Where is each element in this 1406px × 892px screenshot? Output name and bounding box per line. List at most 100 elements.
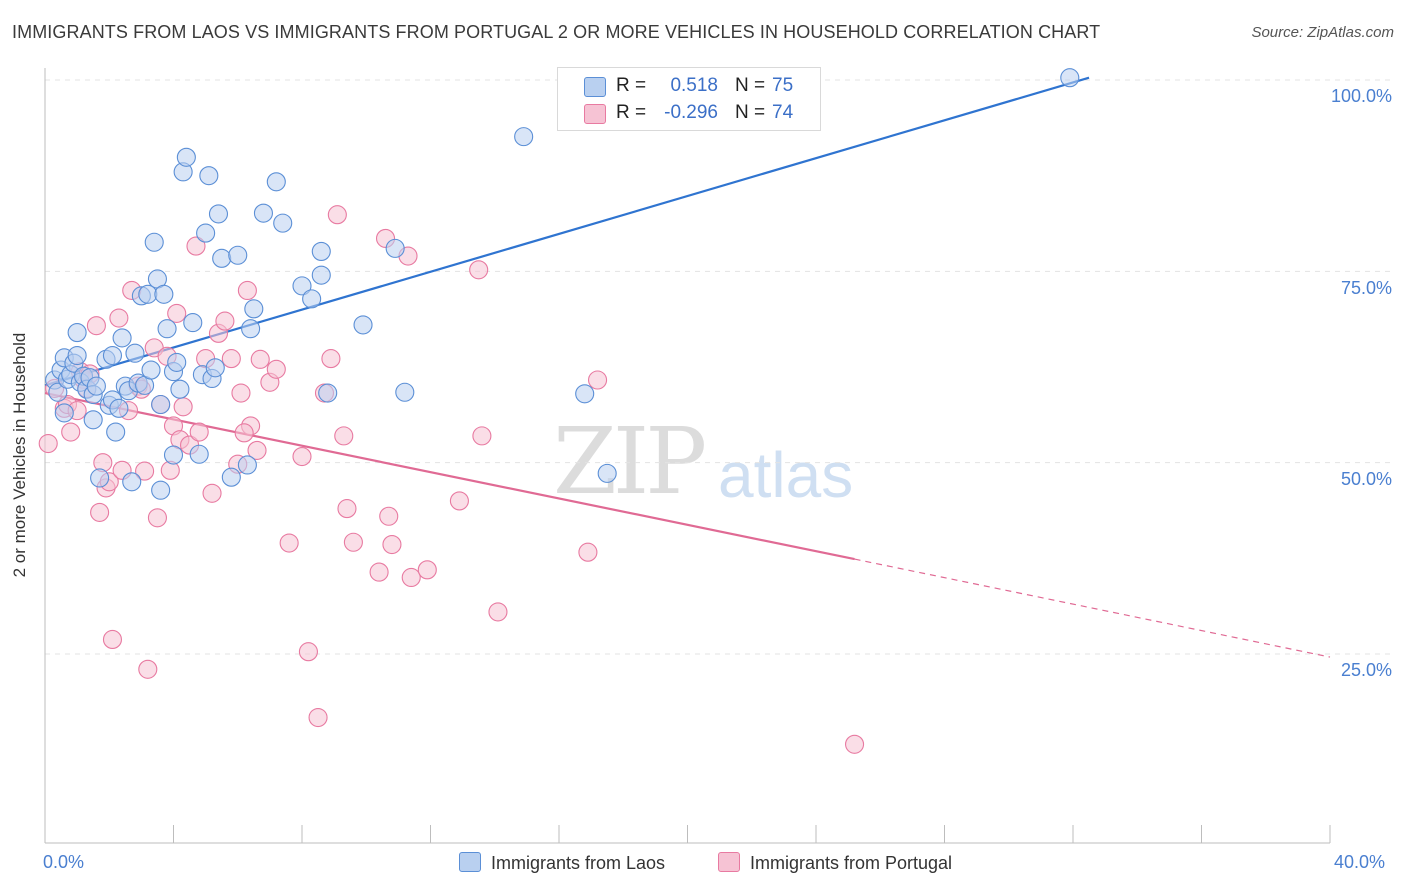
portugal-point-10 [86,316,106,336]
legend-item-laos[interactable]: Immigrants from Laos [459,852,665,874]
portugal-point-22 [135,461,155,481]
laos-point-66 [318,383,338,403]
laos-point-21 [102,345,123,366]
legend-laos-swatch [459,852,481,872]
portugal-point-50 [298,642,318,662]
laos-point-40 [163,445,184,465]
laos-point-22 [106,422,126,442]
watermark-atlas: atlas [718,439,854,511]
portugal-point-63 [401,567,421,588]
points-laos [45,68,1080,500]
laos-point-8 [67,345,87,366]
portugal-point-49 [292,446,312,467]
laos-point-60 [253,203,274,223]
portugal-point-57 [343,532,363,552]
portugal-point-55 [334,426,354,446]
portugal-point-44 [247,440,267,460]
laos-point-71 [514,127,534,147]
laos-point-28 [125,343,145,363]
laos-point-68 [353,315,373,335]
portugal-point-29 [167,303,187,323]
laos-point-32 [138,284,158,304]
laos-point-1 [48,382,68,402]
laos-point-58 [241,319,261,339]
laos-point-53 [208,204,229,224]
portugal-r-label: R = [616,102,647,123]
laos-point-42 [167,352,187,372]
portugal-point-16 [109,308,129,328]
portugal-point-53 [321,349,341,369]
points-portugal [38,205,865,754]
laos-point-47 [189,444,209,464]
laos-point-39 [157,319,177,339]
portugal-point-58 [369,562,389,582]
laos-point-27 [122,472,142,492]
laos-point-69 [385,238,405,258]
portugal-point-39 [221,349,241,369]
portugal-point-54 [327,205,347,225]
laos-point-73 [597,463,617,483]
legend-stats: R = 0.518 N = 75 R = -0.296 N = 74 [557,67,821,131]
portugal-point-67 [472,426,492,446]
laos-point-50 [199,166,219,186]
portugal-point-0 [38,433,58,454]
laos-point-56 [228,245,248,265]
axes [44,68,1331,844]
laos-point-74 [1060,68,1080,88]
legend-portugal-swatch [718,852,740,872]
laos-point-61 [266,172,286,192]
laos-point-17 [90,468,110,488]
portugal-point-41 [231,383,251,403]
portugal-point-4 [61,422,81,442]
laos-point-52 [205,358,225,378]
laos-point-62 [273,213,293,233]
portugal-point-68 [488,602,508,622]
portugal-point-71 [844,734,865,754]
laos-swatch [584,77,606,97]
laos-point-57 [237,455,257,475]
portugal-point-45 [250,349,270,369]
portugal-point-33 [186,236,206,256]
portugal-point-66 [469,260,489,280]
portugal-point-34 [189,422,209,442]
portugal-point-11 [90,502,110,522]
laos-n-value: 75 [772,75,794,96]
y-tick-label-25: 25.0% [1340,660,1392,680]
laos-point-33 [141,360,161,380]
laos-point-16 [86,376,106,396]
portugal-r-value: -0.296 [664,102,718,123]
laos-point-34 [144,232,164,252]
laos-point-54 [212,248,232,268]
portugal-point-38 [215,311,235,331]
laos-point-67 [311,265,331,285]
laos-point-36 [151,480,171,500]
y-tick-label-75: 75.0% [1340,278,1392,298]
trendline-extension-1 [854,558,1331,658]
laos-point-63 [292,276,312,296]
portugal-n-value: 74 [772,102,794,123]
source-credit: Source: ZipAtlas.com [1251,24,1394,41]
laos-point-23 [109,398,129,418]
chart-title: IMMIGRANTS FROM LAOS VS IMMIGRANTS FROM … [12,22,1101,42]
legend-item-portugal[interactable]: Immigrants from Portugal [718,852,952,874]
y-tick-label-100: 100.0% [1330,86,1392,106]
portugal-point-15 [102,629,123,650]
laos-point-37 [151,394,171,415]
portugal-point-47 [266,359,286,379]
laos-n-label: N = [735,75,766,96]
gridlines [45,79,1392,655]
portugal-point-61 [382,535,402,555]
laos-point-9 [67,323,87,343]
portugal-point-51 [308,707,328,728]
portugal-point-48 [279,533,299,553]
portugal-point-36 [202,483,222,503]
laos-point-72 [575,384,595,404]
laos-point-49 [196,223,216,243]
y-tick-label-50: 50.0% [1340,469,1392,489]
portugal-point-72 [234,423,254,443]
laos-point-38 [154,284,174,304]
portugal-point-25 [147,508,167,528]
portugal-n-label: N = [735,102,766,123]
laos-point-15 [83,410,103,430]
